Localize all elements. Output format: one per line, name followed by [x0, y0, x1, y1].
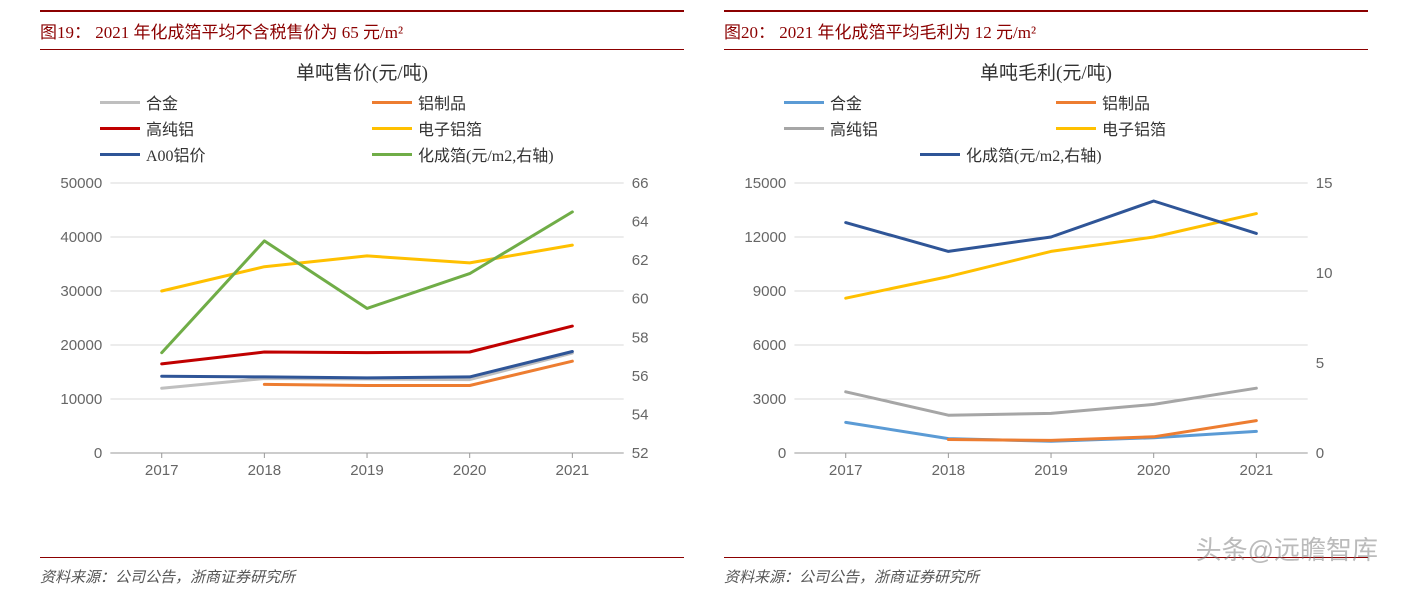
legend-swatch [100, 153, 140, 156]
chart-title-right: 单吨毛利(元/吨) [724, 58, 1368, 85]
legend-swatch [784, 127, 824, 130]
right-panel: 图20： 2021 年化成箔平均毛利为 12 元/m² 单吨毛利(元/吨) 合金… [704, 0, 1408, 597]
legend-swatch [100, 127, 140, 130]
svg-text:15: 15 [1316, 175, 1333, 192]
legend-item: A00铝价 [100, 141, 372, 167]
chart-area-right: 单吨毛利(元/吨) 合金 铝制品高纯铝 电子铝箔化成箔(元/m2,右轴) 0 3000… [724, 50, 1368, 557]
source-left: 资料来源：公司公告，浙商证券研究所 [40, 557, 684, 587]
figure-title-left: 图19： 2021 年化成箔平均不含税售价为 65 元/m² [40, 10, 684, 50]
svg-text:12000: 12000 [744, 229, 786, 246]
legend-left: 合金 铝制品高纯铝 电子铝箔 A00铝价 化成箔(元/m2,右轴) [40, 89, 684, 173]
legend-item: 化成箔(元/m2,右轴) [920, 141, 1192, 167]
svg-text:15000: 15000 [744, 175, 786, 192]
legend-item: 电子铝箔 [372, 115, 644, 141]
legend-label: 化成箔(元/m2,右轴) [966, 142, 1102, 166]
legend-item: 化成箔(元/m2,右轴) [372, 141, 644, 167]
svg-text:20000: 20000 [60, 337, 102, 354]
svg-text:2020: 2020 [1137, 462, 1171, 479]
svg-text:54: 54 [632, 406, 649, 423]
svg-text:2017: 2017 [829, 462, 863, 479]
legend-label: 高纯铝 [830, 116, 878, 140]
svg-text:2021: 2021 [1240, 462, 1274, 479]
svg-text:40000: 40000 [60, 229, 102, 246]
legend-right: 合金 铝制品高纯铝 电子铝箔化成箔(元/m2,右轴) [724, 89, 1368, 173]
svg-text:6000: 6000 [753, 337, 787, 354]
legend-label: 电子铝箔 [418, 116, 482, 140]
svg-text:62: 62 [632, 252, 649, 269]
legend-label: 合金 [830, 90, 862, 114]
legend-label: A00铝价 [146, 142, 206, 166]
svg-text:5: 5 [1316, 355, 1324, 372]
legend-item: 合金 [784, 89, 1056, 115]
legend-swatch [1056, 101, 1096, 104]
legend-label: 电子铝箔 [1102, 116, 1166, 140]
svg-text:9000: 9000 [753, 283, 787, 300]
legend-swatch [372, 101, 412, 104]
svg-text:10: 10 [1316, 265, 1333, 282]
svg-text:58: 58 [632, 329, 649, 346]
svg-text:2020: 2020 [453, 462, 487, 479]
svg-text:2018: 2018 [932, 462, 966, 479]
svg-text:3000: 3000 [753, 391, 787, 408]
svg-text:56: 56 [632, 368, 649, 385]
figure-title-right: 图20： 2021 年化成箔平均毛利为 12 元/m² [724, 10, 1368, 50]
svg-text:2017: 2017 [145, 462, 179, 479]
legend-item: 高纯铝 [100, 115, 372, 141]
svg-text:60: 60 [632, 291, 649, 308]
left-panel: 图19： 2021 年化成箔平均不含税售价为 65 元/m² 单吨售价(元/吨)… [0, 0, 704, 597]
legend-swatch [100, 101, 140, 104]
legend-swatch [784, 101, 824, 104]
svg-text:2021: 2021 [556, 462, 590, 479]
chart-area-left: 单吨售价(元/吨) 合金铝制品高纯铝电子铝箔A00铝价化成箔(元/m2,右轴) … [40, 50, 684, 557]
legend-label: 合金 [146, 90, 178, 114]
legend-item: 电子铝箔 [1056, 115, 1328, 141]
legend-label: 高纯铝 [146, 116, 194, 140]
legend-label: 铝制品 [418, 90, 466, 114]
legend-item: 铝制品 [1056, 89, 1328, 115]
plot-right: 0 3000 6000 9000 12000 15000 0 5 10 15 2017 2018 201… [734, 173, 1358, 483]
svg-text:0: 0 [778, 445, 786, 462]
svg-text:66: 66 [632, 175, 649, 192]
svg-text:52: 52 [632, 445, 649, 462]
legend-swatch [372, 153, 412, 156]
source-right: 资料来源：公司公告，浙商证券研究所 [724, 557, 1368, 587]
svg-text:2019: 2019 [1034, 462, 1068, 479]
svg-text:10000: 10000 [60, 391, 102, 408]
svg-text:64: 64 [632, 214, 649, 231]
svg-text:0: 0 [94, 445, 102, 462]
legend-item: 高纯铝 [784, 115, 1056, 141]
legend-label: 铝制品 [1102, 90, 1150, 114]
legend-swatch [1056, 127, 1096, 130]
legend-item: 合金 [100, 89, 372, 115]
chart-title-left: 单吨售价(元/吨) [40, 58, 684, 85]
legend-label: 化成箔(元/m2,右轴) [418, 142, 554, 166]
plot-left: 0 10000 20000 30000 40000 50000 52 54 56 58 60 62 64… [50, 173, 674, 483]
svg-text:2019: 2019 [350, 462, 384, 479]
svg-text:2018: 2018 [248, 462, 282, 479]
svg-text:30000: 30000 [60, 283, 102, 300]
legend-swatch [920, 153, 960, 156]
legend-swatch [372, 127, 412, 130]
svg-text:50000: 50000 [60, 175, 102, 192]
legend-item: 铝制品 [372, 89, 644, 115]
svg-text:0: 0 [1316, 445, 1324, 462]
